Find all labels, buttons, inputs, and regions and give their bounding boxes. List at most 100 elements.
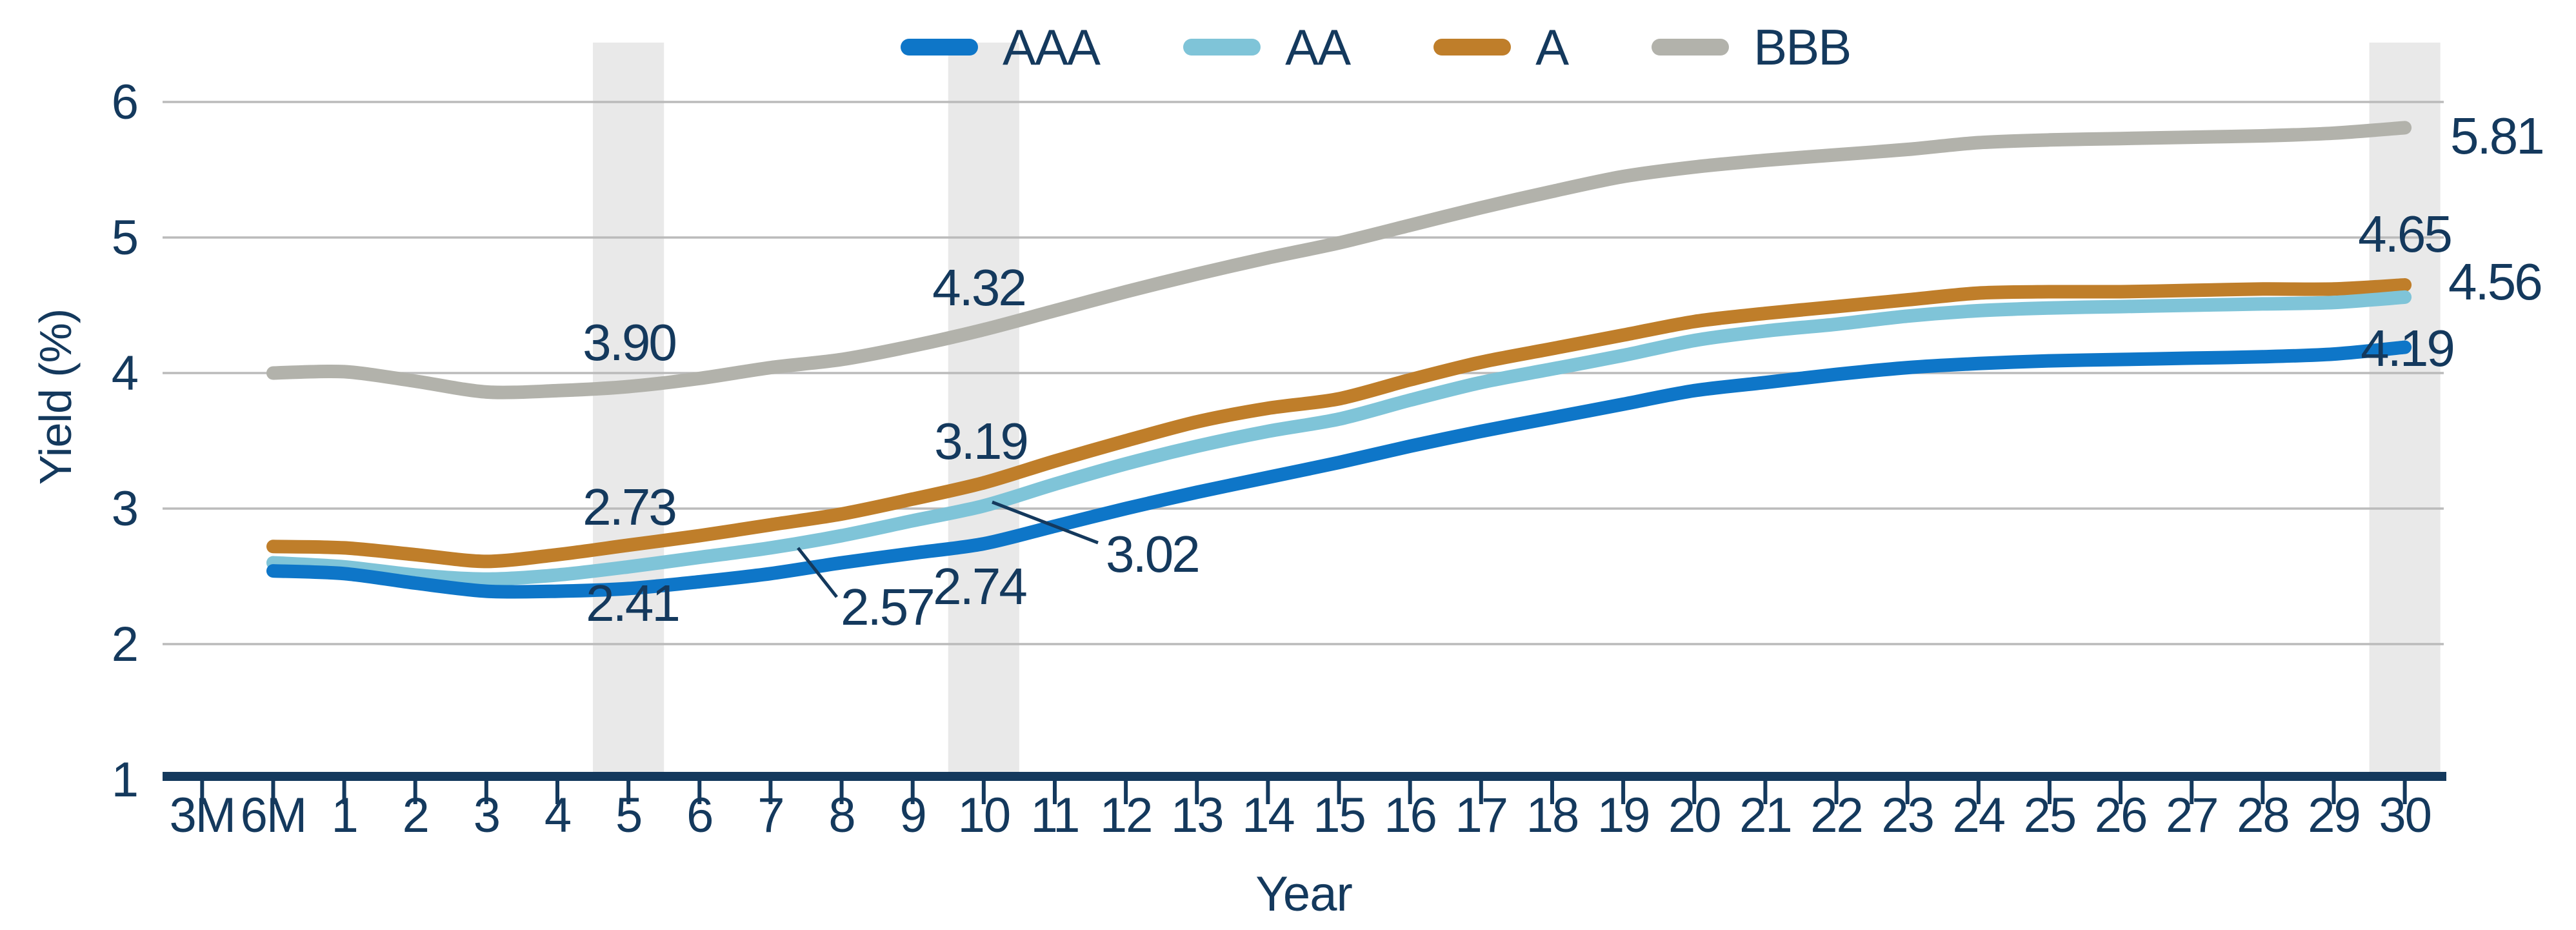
x-tick-label-29: 29 bbox=[2308, 788, 2360, 843]
x-tick-mark-8 bbox=[839, 781, 844, 804]
value-label-2.41: 2.41 bbox=[586, 574, 679, 632]
value-label-3.19: 3.19 bbox=[934, 412, 1027, 470]
x-tick-label-19: 19 bbox=[1597, 788, 1650, 843]
y-tick-label-6: 6 bbox=[112, 75, 137, 130]
x-tick-label-18: 18 bbox=[1526, 788, 1579, 843]
legend-label-AA: AA bbox=[1285, 19, 1351, 76]
x-tick-label-13: 13 bbox=[1171, 788, 1223, 843]
legend-swatch-A bbox=[1433, 39, 1512, 56]
x-tick-label-14: 14 bbox=[1242, 788, 1294, 843]
x-tick-label-9: 9 bbox=[900, 788, 926, 843]
y-tick-label-5: 5 bbox=[112, 210, 137, 265]
highlight-band-30 bbox=[2369, 43, 2441, 772]
x-tick-mark-29 bbox=[2331, 781, 2336, 804]
leader-line-2.57 bbox=[797, 547, 838, 598]
y-tick-label-4: 4 bbox=[112, 346, 138, 401]
legend-item-BBB: BBB bbox=[1652, 19, 1852, 76]
highlight-band-10 bbox=[948, 43, 1019, 772]
x-tick-mark-25 bbox=[2047, 781, 2052, 804]
x-tick-label-6M: 6M bbox=[241, 788, 306, 843]
x-tick-label-11: 11 bbox=[1031, 788, 1079, 843]
x-tick-mark-10 bbox=[981, 781, 986, 804]
x-tick-mark-16 bbox=[1408, 781, 1412, 804]
x-tick-mark-14 bbox=[1266, 781, 1270, 804]
y-tick-label-2: 2 bbox=[112, 617, 137, 672]
legend-label-BBB: BBB bbox=[1753, 19, 1852, 76]
legend-swatch-AAA bbox=[901, 39, 978, 56]
x-tick-label-3M: 3M bbox=[170, 788, 235, 843]
value-label-2.73: 2.73 bbox=[583, 478, 675, 536]
x-tick-mark-26 bbox=[2119, 781, 2123, 804]
x-tick-mark-5 bbox=[626, 781, 631, 804]
line-AAA bbox=[266, 340, 2412, 599]
value-label-4.32: 4.32 bbox=[932, 259, 1025, 316]
x-tick-label-6: 6 bbox=[686, 788, 712, 843]
x-tick-label-4: 4 bbox=[544, 788, 571, 843]
legend-item-AAA: AAA bbox=[901, 19, 1101, 76]
line-A bbox=[266, 278, 2412, 569]
x-tick-label-26: 26 bbox=[2095, 788, 2147, 843]
x-tick-label-24: 24 bbox=[1953, 788, 2005, 843]
x-tick-label-22: 22 bbox=[1810, 788, 1862, 843]
legend-swatch-BBB bbox=[1652, 39, 1730, 56]
x-tick-mark-22 bbox=[1834, 781, 1839, 804]
x-tick-label-1: 1 bbox=[331, 788, 357, 843]
value-label-4.56: 4.56 bbox=[2448, 253, 2541, 310]
legend-item-AA: AA bbox=[1183, 19, 1351, 76]
x-tick-mark-3M bbox=[200, 781, 205, 804]
value-label-2.74: 2.74 bbox=[933, 558, 1026, 615]
x-tick-mark-23 bbox=[1905, 781, 1910, 804]
x-tick-label-15: 15 bbox=[1313, 788, 1365, 843]
legend-swatch-AA bbox=[1183, 39, 1261, 56]
x-tick-label-7: 7 bbox=[757, 788, 783, 843]
x-tick-label-16: 16 bbox=[1384, 788, 1436, 843]
x-tick-mark-27 bbox=[2190, 781, 2194, 804]
x-tick-label-3: 3 bbox=[474, 788, 499, 843]
value-label-4.65: 4.65 bbox=[2358, 205, 2451, 263]
x-tick-label-25: 25 bbox=[2024, 788, 2076, 843]
x-axis-line bbox=[163, 772, 2446, 781]
legend-label-AAA: AAA bbox=[1003, 19, 1101, 76]
x-tick-label-23: 23 bbox=[1881, 788, 1933, 843]
y-axis-title: Yield (%) bbox=[30, 308, 81, 485]
x-tick-mark-11 bbox=[1052, 781, 1057, 804]
x-tick-mark-17 bbox=[1479, 781, 1483, 804]
x-tick-label-27: 27 bbox=[2166, 788, 2218, 843]
x-tick-mark-6 bbox=[697, 781, 702, 804]
y-tick-label-3: 3 bbox=[112, 481, 137, 536]
x-tick-label-21: 21 bbox=[1739, 788, 1792, 843]
x-tick-mark-13 bbox=[1195, 781, 1199, 804]
value-label-2.57: 2.57 bbox=[841, 578, 934, 636]
x-tick-label-20: 20 bbox=[1668, 788, 1721, 843]
legend: AAA AA A BBB bbox=[901, 19, 1852, 76]
highlight-band-5 bbox=[593, 43, 664, 772]
x-tick-mark-7 bbox=[768, 781, 773, 804]
x-tick-mark-12 bbox=[1124, 781, 1128, 804]
line-BBB bbox=[266, 121, 2412, 399]
x-tick-mark-28 bbox=[2261, 781, 2265, 804]
x-tick-label-5: 5 bbox=[615, 788, 641, 843]
x-tick-mark-24 bbox=[1976, 781, 1981, 804]
value-label-3.02: 3.02 bbox=[1106, 525, 1199, 583]
x-tick-label-28: 28 bbox=[2237, 788, 2289, 843]
legend-item-A: A bbox=[1433, 19, 1569, 76]
x-tick-label-8: 8 bbox=[828, 788, 854, 843]
x-tick-mark-2 bbox=[413, 781, 417, 804]
x-tick-mark-3 bbox=[484, 781, 488, 804]
x-tick-mark-19 bbox=[1621, 781, 1626, 804]
value-label-5.81: 5.81 bbox=[2450, 107, 2543, 165]
x-tick-mark-30 bbox=[2402, 781, 2407, 804]
legend-label-A: A bbox=[1535, 19, 1569, 76]
y-tick-label-1: 1 bbox=[112, 753, 137, 807]
value-label-3.90: 3.90 bbox=[583, 314, 675, 371]
x-tick-label-17: 17 bbox=[1455, 788, 1508, 843]
x-tick-label-30: 30 bbox=[2379, 788, 2431, 843]
x-tick-mark-1 bbox=[342, 781, 346, 804]
x-tick-mark-6M bbox=[271, 781, 275, 804]
x-tick-mark-21 bbox=[1763, 781, 1768, 804]
x-tick-mark-4 bbox=[555, 781, 559, 804]
x-tick-label-10: 10 bbox=[958, 788, 1010, 843]
line-AA bbox=[266, 290, 2412, 586]
